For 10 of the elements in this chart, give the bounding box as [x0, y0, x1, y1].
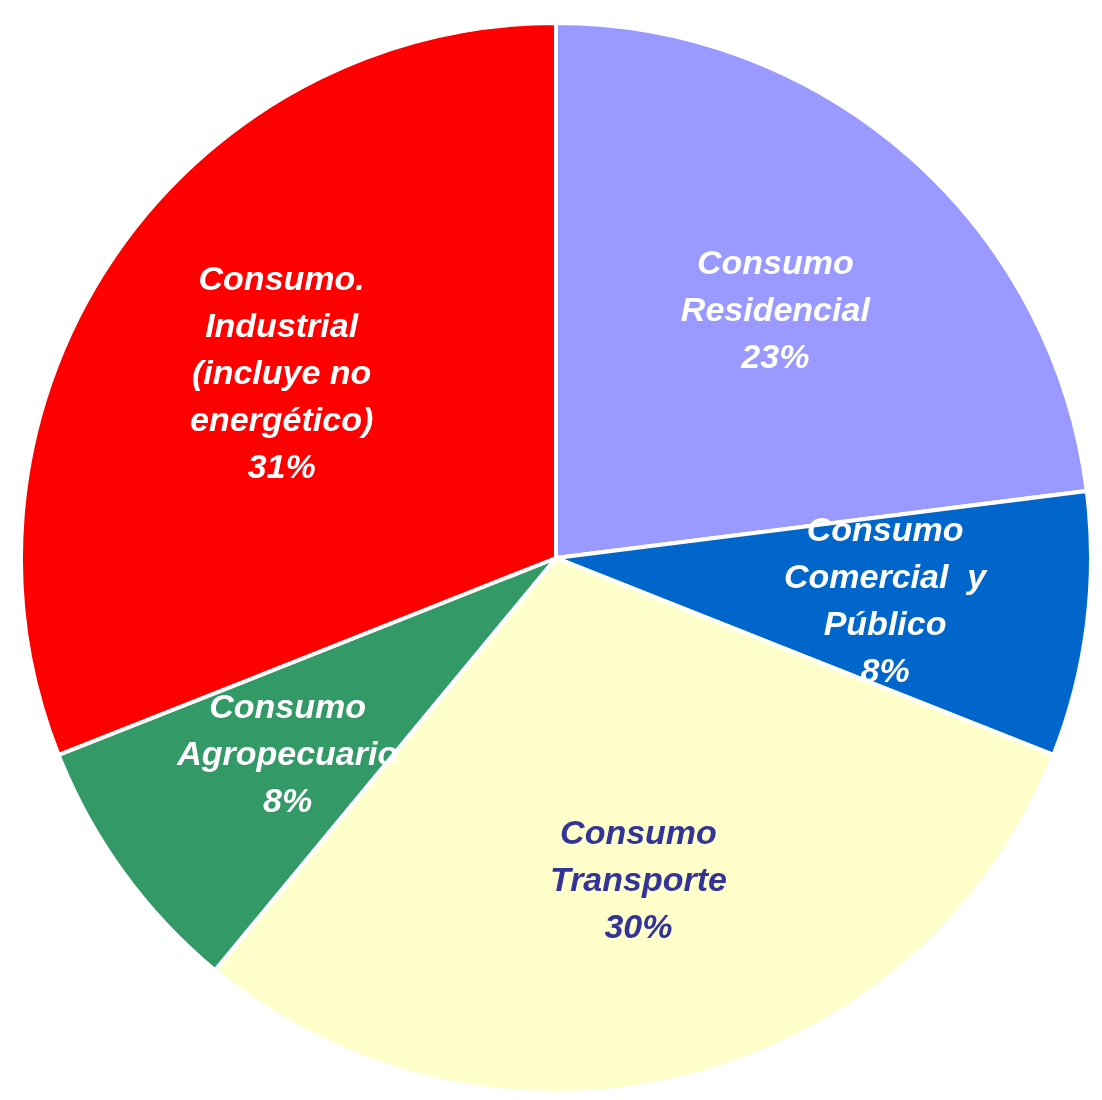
data-label: 8%: [860, 651, 910, 690]
slice-label: Consumo Residencial: [680, 243, 872, 329]
data-label: 8%: [263, 780, 313, 819]
data-label: 31%: [247, 446, 316, 485]
slice-label: Consumo. Industrial (incluye no energético): [190, 258, 374, 438]
slice-label: Consumo Agropecuario: [176, 686, 399, 772]
data-label: 23%: [740, 337, 810, 376]
data-label: 30%: [604, 907, 673, 946]
slice-label: Consumo Comercial y Público: [783, 510, 989, 643]
slice-label: Consumo Transporte: [550, 813, 727, 899]
